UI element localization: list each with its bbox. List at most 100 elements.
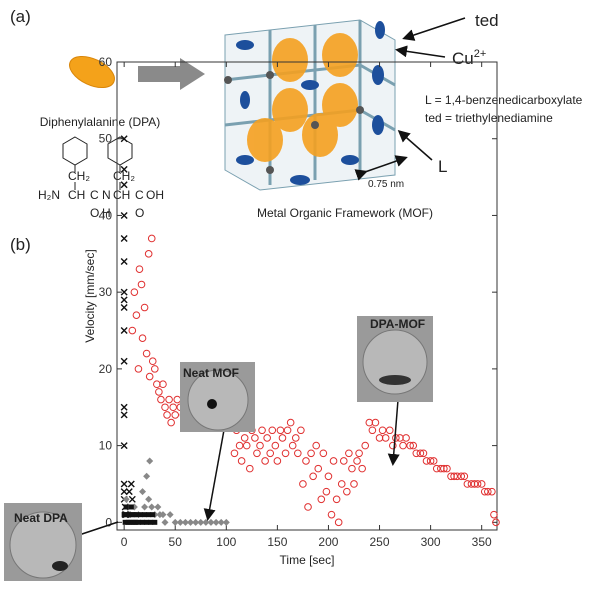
- panel-label: (b): [10, 235, 31, 254]
- point: [294, 449, 302, 458]
- point: [240, 434, 249, 442]
- insets: Neat DPA Neat MOF DPA-MOF: [4, 316, 433, 581]
- point: [148, 519, 154, 525]
- point: [120, 304, 128, 312]
- point: [406, 441, 414, 450]
- atom: C: [135, 188, 144, 202]
- point: [302, 457, 310, 465]
- atom: CH: [113, 188, 130, 202]
- y-tick-label: 10: [99, 439, 113, 453]
- y-axis-label: Velocity [mm/sec]: [83, 249, 97, 342]
- point: [355, 449, 363, 458]
- axes: 0 10 20 30 40 50 60 0 50 100 150 200 250 300 350 Time […: [83, 55, 498, 567]
- y-tick-label: 40: [99, 208, 113, 222]
- atom: C: [90, 188, 99, 202]
- point: [457, 472, 466, 481]
- point: [358, 464, 366, 473]
- atom: CH₂: [68, 169, 90, 183]
- point: [120, 403, 128, 411]
- point: [140, 519, 146, 525]
- pointer: [397, 130, 433, 161]
- point: [140, 303, 149, 312]
- x-tick-label: 300: [421, 535, 441, 549]
- point: [329, 457, 338, 465]
- point: [145, 495, 153, 503]
- point: [268, 426, 277, 435]
- x-tick-label: 100: [216, 535, 236, 549]
- point: [253, 449, 261, 458]
- panel-label: (a): [10, 7, 31, 26]
- point: [396, 434, 404, 442]
- point: [148, 503, 156, 511]
- point: [127, 480, 135, 488]
- point: [137, 512, 143, 518]
- point: [222, 518, 230, 526]
- photo-drop: [379, 375, 411, 385]
- point: [381, 434, 390, 442]
- point: [365, 418, 374, 427]
- point: [134, 365, 143, 373]
- point: [256, 441, 264, 450]
- point: [173, 395, 182, 404]
- cu-label: Cu2+: [452, 48, 486, 68]
- point: [297, 426, 305, 435]
- point: [120, 165, 128, 173]
- point: [426, 457, 435, 465]
- point: [332, 495, 341, 504]
- cu-sup: 2+: [474, 48, 487, 60]
- point: [128, 326, 137, 335]
- point: [150, 512, 156, 518]
- point: [307, 449, 315, 458]
- point: [490, 510, 498, 519]
- ted-label: ted: [475, 11, 499, 30]
- point: [142, 349, 151, 358]
- point: [443, 464, 451, 473]
- point: [176, 518, 184, 526]
- point: [345, 449, 353, 458]
- y-tick-label: 0: [105, 515, 112, 529]
- point: [317, 495, 326, 504]
- pointer: [402, 17, 466, 41]
- atom: O: [90, 206, 99, 220]
- point: [324, 472, 333, 481]
- point: [235, 441, 244, 450]
- point: [120, 488, 128, 496]
- point: [412, 449, 421, 458]
- point: [312, 441, 320, 450]
- point: [167, 418, 175, 427]
- point: [348, 464, 356, 473]
- point: [121, 512, 127, 518]
- point: [122, 495, 130, 503]
- point: [334, 518, 343, 527]
- point: [171, 411, 180, 419]
- point: [135, 519, 141, 525]
- point: [154, 503, 162, 511]
- atom: O: [135, 206, 144, 220]
- point: [169, 403, 177, 412]
- point: [361, 441, 370, 450]
- point: [261, 457, 269, 465]
- point: [299, 480, 307, 488]
- point: [492, 518, 500, 527]
- cu-base: Cu: [452, 49, 474, 68]
- mof-illustration: [224, 19, 396, 191]
- atom: OH: [146, 188, 164, 202]
- point: [152, 519, 158, 525]
- x-tick-label: 200: [318, 535, 338, 549]
- y-tick-label: 30: [99, 285, 113, 299]
- point: [132, 311, 141, 319]
- photo-drop: [207, 399, 217, 409]
- x-tick-label: 350: [472, 535, 492, 549]
- point: [120, 181, 128, 189]
- point: [135, 265, 144, 273]
- point: [258, 426, 266, 435]
- point: [322, 487, 331, 496]
- mof-name: Metal Organic Framework (MOF): [257, 206, 433, 220]
- ted-definition: ted = triethylenediamine: [425, 111, 553, 125]
- photo-dish: [362, 329, 428, 395]
- point: [453, 472, 461, 481]
- point: [120, 257, 128, 265]
- point: [120, 135, 128, 143]
